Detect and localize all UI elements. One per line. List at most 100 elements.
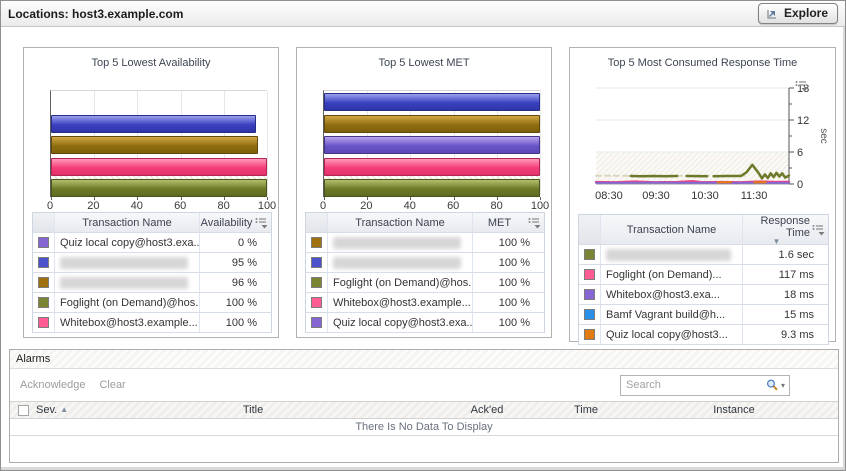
transaction-name-cell — [328, 253, 472, 272]
value-cell: 95 % — [199, 253, 271, 272]
table-row[interactable]: Foglight (on Demand)... 117 ms — [578, 265, 829, 285]
transaction-name-cell: Whitebox@host3.example... — [333, 296, 471, 309]
redacted-text — [333, 256, 461, 269]
x-tick-label: 40 — [403, 200, 416, 212]
redacted-text — [333, 236, 461, 249]
name-column-header[interactable]: Transaction Name — [626, 223, 717, 236]
table-row[interactable]: 95 % — [32, 253, 272, 273]
color-swatch — [38, 297, 49, 308]
name-column-header[interactable]: Transaction Name — [82, 216, 172, 229]
swatch-cell — [33, 313, 55, 332]
name-column-header[interactable]: Transaction Name — [355, 216, 445, 229]
value-cell: 96 % — [199, 273, 271, 292]
color-swatch — [311, 237, 322, 248]
table-row[interactable]: 100 % — [305, 233, 545, 253]
table-row[interactable]: Whitebox@host3.example... 100 % — [32, 313, 272, 333]
x-tick-label: 09:30 — [642, 190, 670, 202]
x-tick-label: 20 — [360, 200, 373, 212]
transaction-name-cell — [55, 273, 199, 292]
table-row[interactable]: Quiz local copy@host3... 9.3 ms — [578, 325, 829, 345]
value-cell: 1.6 sec — [742, 245, 828, 264]
table-row[interactable]: 96 % — [32, 273, 272, 293]
value-cell: 100 % — [472, 273, 544, 292]
table-row[interactable]: 1.6 sec — [578, 245, 829, 265]
search-options-caret[interactable]: ▾ — [780, 380, 785, 390]
table-customizer-icon[interactable] — [812, 224, 825, 236]
search-icon[interactable] — [765, 378, 779, 392]
series-olive — [712, 163, 791, 180]
clear-button[interactable]: Clear — [99, 379, 126, 391]
alarms-table-header: Sev. ▲ Title Ack'ed Time Instance — [10, 401, 838, 419]
met-bar-chart — [323, 90, 541, 200]
select-all-checkbox[interactable] — [17, 404, 29, 416]
column-header-time[interactable]: Time — [542, 404, 630, 416]
color-swatch — [584, 329, 595, 340]
met-x-axis: 0 20 40 60 80 100 — [319, 200, 549, 213]
axis-tick — [324, 197, 325, 200]
swatch-cell — [306, 273, 328, 292]
value-cell: 100 % — [472, 313, 544, 332]
value-cell: 100 % — [199, 293, 271, 312]
column-header-instance[interactable]: Instance — [630, 404, 838, 416]
column-header-acked[interactable]: Ack'ed — [432, 404, 542, 416]
color-swatch — [311, 297, 322, 308]
table-customizer-icon[interactable] — [255, 217, 268, 229]
table-row[interactable]: Bamf Vagrant build@h... 15 ms — [578, 305, 829, 325]
table-row[interactable]: Whitebox@host3.example... 100 % — [305, 293, 545, 313]
gridline — [540, 91, 541, 196]
table-row[interactable]: Foglight (on Demand)@hos... 100 % — [305, 273, 545, 293]
value-column-header[interactable]: Availability — [199, 213, 271, 232]
table-row[interactable]: Whitebox@host3.exa... 18 ms — [578, 285, 829, 305]
column-header-title[interactable]: Title — [74, 404, 432, 416]
transaction-name-cell: Foglight (on Demand)... — [606, 268, 722, 281]
value-column-header[interactable]: MET — [472, 213, 544, 232]
color-swatch — [38, 257, 49, 268]
panel-title: Top 5 Lowest Availability — [91, 57, 211, 69]
axis-tick — [267, 197, 268, 200]
panel-title: Top 5 Most Consumed Response Time — [607, 57, 798, 69]
swatch-cell — [579, 285, 601, 304]
swatch-column-header — [306, 213, 328, 232]
table-row[interactable]: 100 % — [305, 253, 545, 273]
value-header-label: MET — [487, 216, 512, 229]
color-swatch — [311, 277, 322, 288]
y-axis-label: sec — [818, 128, 829, 144]
color-swatch — [584, 289, 595, 300]
column-header-sev[interactable]: Sev. ▲ — [36, 404, 74, 416]
search-input[interactable] — [621, 379, 765, 391]
x-tick-label: 0 — [46, 200, 54, 212]
table-customizer-icon[interactable] — [528, 217, 541, 229]
explore-button[interactable]: Explore — [757, 3, 838, 24]
chart-customizer-icon[interactable] — [795, 80, 808, 92]
table-row[interactable]: Quiz local copy@host3.exa... 100 % — [305, 313, 545, 333]
swatch-cell — [579, 265, 601, 284]
swatch-column-header — [579, 215, 601, 244]
axis-tick — [94, 197, 96, 200]
value-cell: 100 % — [199, 313, 271, 332]
column-header-label: Sev. — [36, 404, 58, 416]
alarms-section: Alarms Acknowledge Clear ▾ Sev.▲ Title Ack… — [9, 349, 839, 463]
swatch-column-header — [33, 213, 55, 232]
search-box: ▾ — [620, 374, 790, 396]
color-swatch — [38, 277, 49, 288]
table-row[interactable]: Foglight (on Demand)@hos... 100 % — [32, 293, 272, 313]
x-tick-label: 0 — [319, 200, 327, 212]
x-tick-label: 60 — [174, 200, 187, 212]
value-column-header[interactable]: Response Time ▼ — [742, 215, 828, 245]
redacted-text — [60, 276, 188, 289]
x-tick-label: 40 — [130, 200, 143, 212]
y-tick-label: 12 — [797, 115, 809, 127]
value-cell: 100 % — [472, 233, 544, 252]
acknowledge-button[interactable]: Acknowledge — [20, 379, 86, 391]
x-tick-label: 80 — [490, 200, 503, 212]
column-header-label: Time — [573, 404, 599, 416]
panel-response-time: Top 5 Most Consumed Response Time 0 6 12 18… — [569, 47, 836, 345]
axis-tick — [180, 197, 182, 200]
gridline — [267, 91, 268, 196]
transaction-name-cell: Whitebox@host3.exa... — [606, 288, 720, 301]
table-row[interactable]: Quiz local copy@host3.exa... 0 % — [32, 233, 272, 253]
redacted-text — [606, 248, 732, 261]
swatch-cell — [306, 253, 328, 272]
panel-lowest-met: Top 5 Lowest MET 0 20 40 60 80 100 Transactio… — [296, 47, 552, 338]
